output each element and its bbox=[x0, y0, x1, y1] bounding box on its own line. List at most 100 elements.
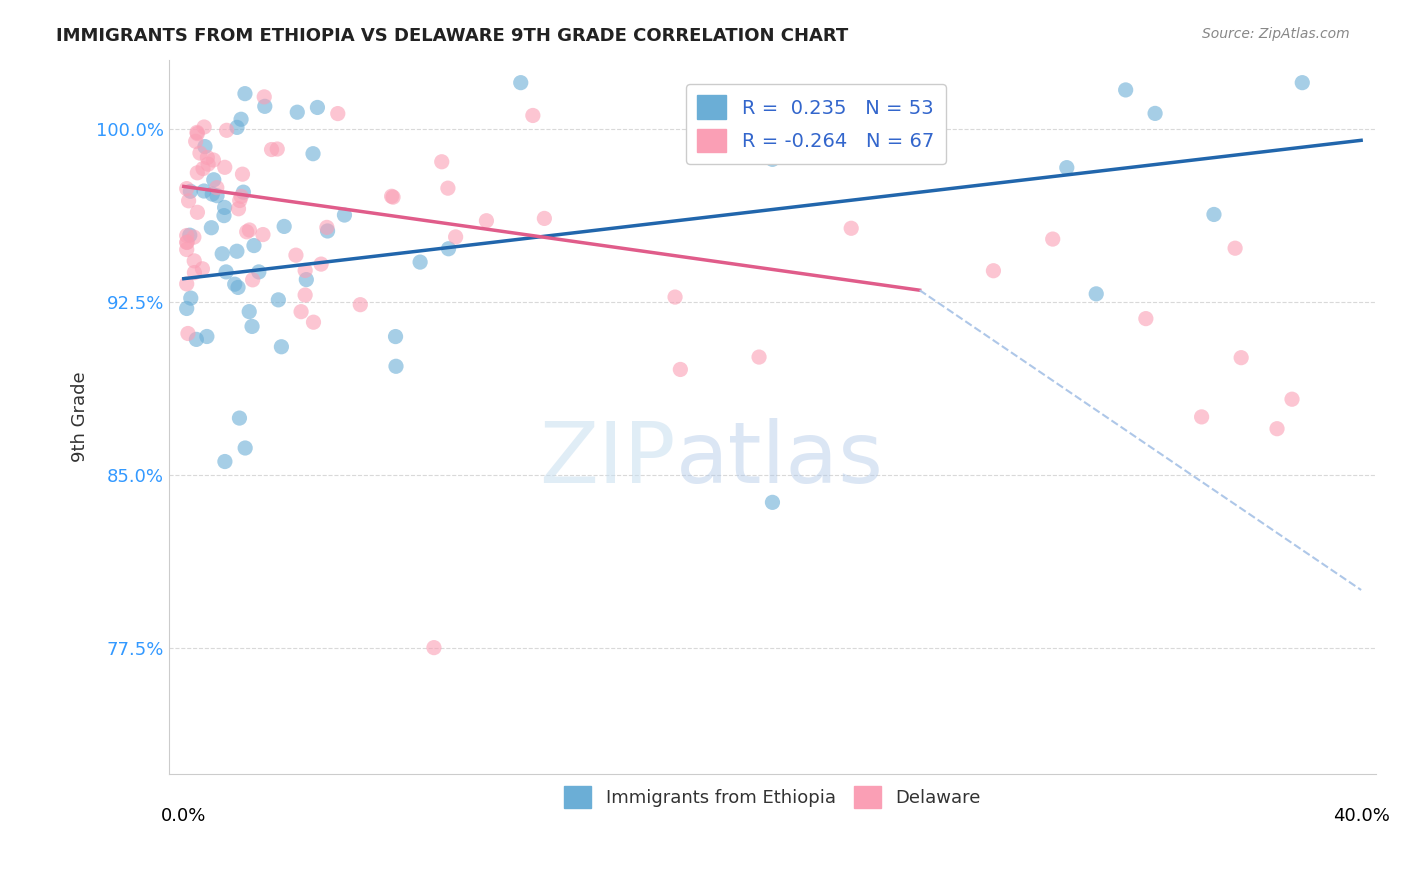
Point bbox=[533, 211, 555, 226]
Point bbox=[260, 143, 283, 157]
Point bbox=[430, 154, 453, 169]
Point bbox=[444, 230, 467, 244]
Point bbox=[233, 87, 256, 101]
Point bbox=[231, 189, 253, 203]
Point bbox=[229, 194, 252, 208]
Point bbox=[176, 181, 198, 195]
Point bbox=[183, 253, 205, 268]
Point bbox=[188, 146, 211, 161]
Point bbox=[238, 304, 260, 318]
Point bbox=[184, 134, 207, 148]
Point bbox=[1135, 311, 1157, 326]
Point bbox=[200, 220, 222, 235]
Point bbox=[384, 329, 406, 343]
Point bbox=[381, 189, 404, 203]
Point bbox=[177, 326, 200, 341]
Point bbox=[214, 454, 236, 468]
Point bbox=[1291, 76, 1313, 90]
Point bbox=[983, 264, 1005, 278]
Point bbox=[664, 290, 686, 304]
Point bbox=[176, 301, 198, 316]
Point bbox=[193, 184, 215, 198]
Point bbox=[409, 255, 432, 269]
Point bbox=[229, 112, 252, 127]
Point bbox=[1085, 286, 1108, 301]
Point bbox=[266, 142, 288, 156]
Point bbox=[205, 180, 228, 194]
Point bbox=[225, 244, 247, 259]
Point bbox=[195, 329, 218, 343]
Point bbox=[333, 208, 356, 222]
Point bbox=[211, 246, 233, 260]
Point bbox=[214, 161, 236, 175]
Y-axis label: 9th Grade: 9th Grade bbox=[72, 372, 89, 462]
Text: 0.0%: 0.0% bbox=[162, 806, 207, 825]
Point bbox=[316, 224, 339, 238]
Point bbox=[382, 190, 405, 204]
Point bbox=[253, 99, 276, 113]
Point bbox=[1202, 207, 1225, 221]
Point bbox=[238, 223, 260, 237]
Point bbox=[1230, 351, 1253, 365]
Point bbox=[176, 243, 198, 257]
Point bbox=[231, 167, 253, 181]
Point bbox=[294, 288, 316, 302]
Point bbox=[228, 411, 250, 425]
Point bbox=[186, 125, 208, 139]
Point bbox=[247, 265, 270, 279]
Point bbox=[186, 205, 208, 219]
Point bbox=[176, 235, 198, 250]
Point bbox=[267, 293, 290, 307]
Point bbox=[252, 227, 274, 242]
Point bbox=[186, 166, 208, 180]
Point bbox=[226, 280, 249, 294]
Point bbox=[302, 146, 325, 161]
Point bbox=[1056, 161, 1078, 175]
Text: 40.0%: 40.0% bbox=[1333, 806, 1389, 825]
Point bbox=[309, 257, 332, 271]
Text: Source: ZipAtlas.com: Source: ZipAtlas.com bbox=[1202, 27, 1350, 41]
Point bbox=[423, 640, 446, 655]
Point bbox=[1115, 83, 1137, 97]
Point bbox=[748, 350, 770, 364]
Point bbox=[197, 157, 219, 171]
Text: atlas: atlas bbox=[676, 418, 884, 501]
Point bbox=[205, 188, 228, 202]
Point bbox=[669, 362, 692, 376]
Point bbox=[273, 219, 295, 234]
Point bbox=[193, 120, 215, 134]
Point bbox=[186, 332, 208, 346]
Point bbox=[1281, 392, 1303, 407]
Point bbox=[295, 272, 318, 286]
Point bbox=[349, 298, 371, 312]
Point bbox=[1223, 241, 1246, 255]
Point bbox=[228, 202, 250, 216]
Point bbox=[326, 106, 349, 120]
Point bbox=[233, 441, 256, 455]
Point bbox=[243, 238, 266, 252]
Point bbox=[215, 265, 238, 279]
Point bbox=[215, 123, 238, 137]
Point bbox=[212, 209, 235, 223]
Point bbox=[1144, 106, 1167, 120]
Point bbox=[284, 248, 307, 262]
Point bbox=[176, 235, 198, 250]
Point bbox=[180, 291, 202, 305]
Point bbox=[201, 187, 224, 202]
Legend: Immigrants from Ethiopia, Delaware: Immigrants from Ethiopia, Delaware bbox=[557, 779, 988, 815]
Point bbox=[191, 261, 214, 276]
Point bbox=[509, 76, 531, 90]
Point bbox=[242, 273, 264, 287]
Point bbox=[385, 359, 408, 374]
Point bbox=[253, 90, 276, 104]
Point bbox=[194, 139, 217, 153]
Point bbox=[195, 151, 218, 165]
Point bbox=[761, 495, 783, 509]
Point bbox=[183, 266, 205, 280]
Point bbox=[1191, 409, 1213, 424]
Point bbox=[1042, 232, 1064, 246]
Point bbox=[437, 242, 460, 256]
Point bbox=[226, 120, 249, 135]
Point bbox=[176, 277, 198, 291]
Point bbox=[839, 221, 862, 235]
